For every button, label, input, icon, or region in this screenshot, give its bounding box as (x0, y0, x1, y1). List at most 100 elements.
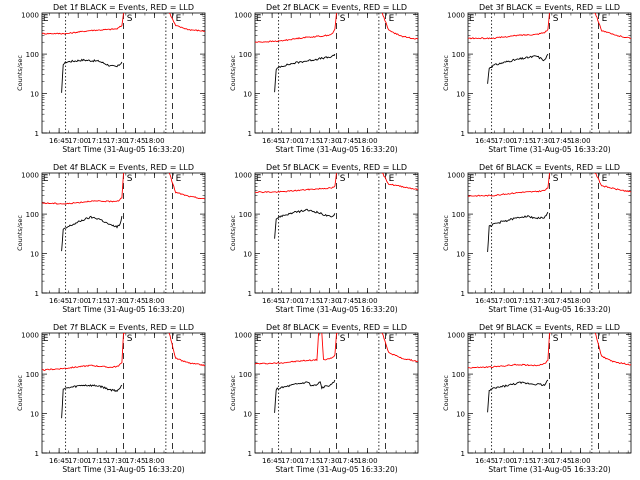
events-series-line (487, 379, 549, 413)
event-marker-label: E (389, 14, 395, 24)
panel-title: Det 1f BLACK = Events, RED = LLD (53, 3, 194, 12)
x-tick-label: 17:30 (106, 297, 126, 305)
event-marker-label: E (469, 174, 475, 184)
x-tick-label: 16:45 (262, 457, 282, 465)
x-tick-label: 17:30 (319, 457, 339, 465)
lld-series-line (468, 13, 631, 40)
event-marker-label: E (256, 174, 262, 184)
x-tick-label: 16:45 (49, 297, 69, 305)
y-tick-label: 1000 (21, 12, 39, 20)
x-tick-label: 17:30 (106, 457, 126, 465)
y-tick-label: 1000 (234, 332, 252, 340)
y-tick-label: 100 (239, 371, 252, 379)
panel-det-7: Det 7f BLACK = Events, RED = LLD 1 10 100 10… (16, 323, 206, 474)
y-tick-label: 1 (35, 290, 39, 298)
y-tick-label: 10 (30, 91, 39, 99)
y-tick-label: 10 (456, 251, 465, 259)
y-tick-label: 1 (248, 450, 252, 458)
y-tick-label: 10 (456, 411, 465, 419)
x-tick-label: 17:00 (494, 137, 514, 145)
x-tick-label: 17:00 (281, 137, 301, 145)
x-tick-label: 16:45 (475, 297, 495, 305)
event-marker-label: E (256, 334, 262, 344)
y-axis-label: Counts/sec (442, 215, 450, 251)
x-tick-label: 18:00 (144, 297, 164, 305)
x-tick-label: 17:30 (532, 137, 552, 145)
x-tick-label: 17:00 (68, 137, 88, 145)
x-tick-label: 17:15 (87, 297, 107, 305)
events-series-line (274, 208, 336, 239)
y-tick-label: 1 (248, 290, 252, 298)
x-tick-label: 17:30 (319, 137, 339, 145)
x-tick-label: 18:00 (357, 297, 377, 305)
x-tick-label: 17:15 (513, 457, 533, 465)
y-tick-label: 10 (243, 251, 252, 259)
x-tick-label: 16:45 (262, 297, 282, 305)
event-marker-label: E (389, 174, 395, 184)
x-axis-label: Start Time (31-Aug-05 16:33:20) (488, 145, 610, 154)
x-axis-label: Start Time (31-Aug-05 16:33:20) (275, 465, 397, 474)
panel-det-8: Det 8f BLACK = Events, RED = LLD 1 10 100 10… (229, 323, 419, 474)
panel-title: Det 9f BLACK = Events, RED = LLD (479, 323, 620, 332)
panel-det-4: Det 4f BLACK = Events, RED = LLD 1 10 100 10… (16, 163, 206, 314)
y-tick-label: 1000 (447, 332, 465, 340)
events-series-line (274, 379, 336, 413)
y-tick-label: 1000 (447, 12, 465, 20)
lld-series-line (255, 173, 418, 194)
event-marker-label: S (340, 14, 346, 24)
x-tick-label: 17:15 (300, 457, 320, 465)
x-axis-label: Start Time (31-Aug-05 16:33:20) (275, 305, 397, 314)
y-tick-label: 100 (26, 371, 39, 379)
event-marker-label: E (43, 14, 49, 24)
y-tick-label: 10 (456, 91, 465, 99)
x-tick-label: 16:45 (262, 137, 282, 145)
y-tick-label: 100 (26, 211, 39, 219)
event-marker-label: E (176, 14, 182, 24)
y-tick-label: 1000 (21, 332, 39, 340)
y-tick-label: 1000 (234, 172, 252, 180)
y-tick-label: 100 (452, 211, 465, 219)
x-tick-label: 17:15 (87, 137, 107, 145)
x-axis-label: Start Time (31-Aug-05 16:33:20) (488, 465, 610, 474)
x-tick-label: 17:45 (338, 137, 358, 145)
x-tick-label: 16:45 (49, 457, 69, 465)
y-tick-label: 1000 (234, 12, 252, 20)
y-axis-label: Counts/sec (16, 375, 24, 411)
x-tick-label: 18:00 (570, 297, 590, 305)
event-marker-label: E (469, 14, 475, 24)
lld-series-line (468, 333, 631, 369)
event-marker-label: S (553, 174, 559, 184)
x-tick-label: 16:45 (475, 137, 495, 145)
x-tick-label: 18:00 (570, 457, 590, 465)
events-series-line (61, 58, 123, 93)
events-series-line (61, 384, 123, 419)
x-tick-label: 18:00 (357, 137, 377, 145)
x-tick-label: 16:45 (475, 457, 495, 465)
x-tick-label: 17:45 (551, 297, 571, 305)
x-tick-label: 16:45 (49, 137, 69, 145)
event-marker-label: E (469, 334, 475, 344)
events-series-line (487, 53, 549, 84)
x-tick-label: 17:45 (551, 137, 571, 145)
x-tick-label: 17:45 (125, 457, 145, 465)
lld-series-line (255, 13, 418, 43)
panel-det-3: Det 3f BLACK = Events, RED = LLD 1 10 100 10… (442, 3, 632, 154)
y-tick-label: 100 (239, 51, 252, 59)
x-tick-label: 17:45 (125, 297, 145, 305)
y-tick-label: 1 (461, 450, 465, 458)
x-axis-label: Start Time (31-Aug-05 16:33:20) (62, 465, 184, 474)
lld-series-line (42, 333, 205, 371)
y-tick-label: 10 (30, 251, 39, 259)
y-axis-label: Counts/sec (229, 215, 237, 251)
event-marker-label: S (127, 174, 133, 184)
panel-title: Det 7f BLACK = Events, RED = LLD (53, 323, 194, 332)
x-tick-label: 17:00 (281, 297, 301, 305)
y-tick-label: 100 (452, 371, 465, 379)
event-marker-label: E (389, 334, 395, 344)
x-tick-label: 17:15 (300, 137, 320, 145)
panel-det-5: Det 5f BLACK = Events, RED = LLD 1 10 100 10… (229, 163, 419, 314)
x-tick-label: 17:45 (551, 457, 571, 465)
event-marker-label: S (553, 334, 559, 344)
panel-det-1: Det 1f BLACK = Events, RED = LLD 1 10 100 10… (16, 3, 206, 154)
y-axis-label: Counts/sec (442, 375, 450, 411)
